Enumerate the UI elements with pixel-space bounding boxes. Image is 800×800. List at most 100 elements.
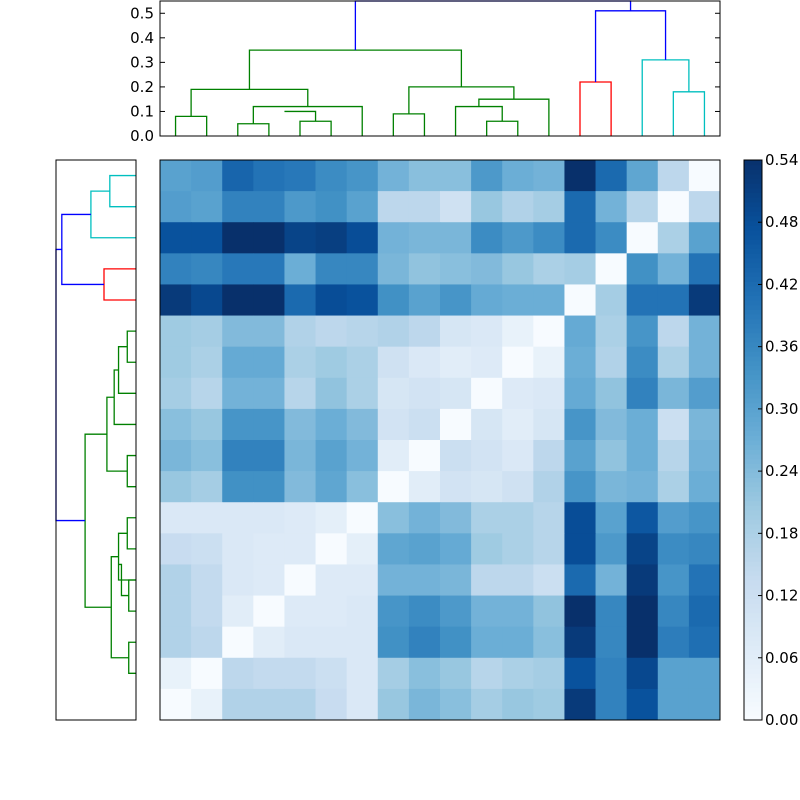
left-dendrogram-link xyxy=(109,174,136,208)
heatmap-cell xyxy=(626,626,659,659)
left-dendrogram-link xyxy=(126,454,136,488)
heatmap-cell xyxy=(191,160,223,192)
heatmap-cell xyxy=(408,688,441,721)
heatmap-cell xyxy=(346,160,379,192)
colorbar-segment xyxy=(744,636,762,642)
heatmap-cell xyxy=(440,160,472,192)
top-dendrogram: 0.0 0.1 0.2 0.3 0.4 0.5 xyxy=(130,0,721,145)
heatmap-cell xyxy=(533,408,565,441)
heatmap-cell xyxy=(626,471,659,503)
heatmap-cell xyxy=(284,595,316,628)
heatmap-cell xyxy=(346,471,379,503)
colorbar-segment xyxy=(744,584,762,590)
heatmap-cell xyxy=(626,533,659,565)
colorbar-segment xyxy=(744,178,762,184)
colorbar-segment xyxy=(744,323,762,329)
heatmap-cell xyxy=(191,253,223,285)
heatmap-cell xyxy=(408,284,441,316)
colorbar-tick-label: 0.18 xyxy=(765,524,798,542)
colorbar-segment xyxy=(744,295,762,301)
heatmap-cell xyxy=(688,346,721,379)
heatmap-cell xyxy=(160,408,192,441)
heatmap-cell xyxy=(222,533,254,565)
colorbar-segment xyxy=(744,188,762,194)
heatmap-cell xyxy=(160,346,192,379)
heatmap-cell xyxy=(471,315,503,348)
colorbar-segment xyxy=(744,300,762,306)
heatmap-cell xyxy=(160,564,192,596)
heatmap-cell xyxy=(315,222,348,254)
heatmap-cell xyxy=(253,160,285,192)
heatmap-cell xyxy=(253,408,285,441)
top-dendrogram-link xyxy=(299,120,332,136)
heatmap-cell xyxy=(595,440,628,472)
heatmap-cell xyxy=(533,595,565,628)
colorbar-segment xyxy=(744,160,762,166)
colorbar-segment xyxy=(744,192,762,198)
heatmap-cell xyxy=(502,377,534,410)
colorbar-tick-label: 0.24 xyxy=(765,462,798,480)
heatmap-cell xyxy=(160,657,192,690)
heatmap-cell xyxy=(408,502,441,534)
heatmap-grid xyxy=(159,159,721,721)
heatmap-cell xyxy=(408,253,441,285)
heatmap-cell xyxy=(346,253,379,285)
colorbar-tick-label: 0.30 xyxy=(765,400,798,418)
top-dendrogram-tick-label: 0.5 xyxy=(130,4,154,22)
heatmap-cell xyxy=(253,688,285,721)
heatmap-cell xyxy=(533,315,565,348)
colorbar-frame xyxy=(743,159,763,721)
heatmap-cell xyxy=(222,502,254,534)
colorbar-segment xyxy=(744,351,762,357)
heatmap-cell xyxy=(626,222,659,254)
colorbar-segment xyxy=(744,174,762,180)
heatmap-cell xyxy=(688,284,721,316)
top-dendrogram-link xyxy=(174,115,208,136)
heatmap-cell xyxy=(315,377,348,410)
heatmap-cell xyxy=(471,408,503,441)
colorbar-segment xyxy=(744,290,762,296)
top-dendrogram-link xyxy=(641,59,690,136)
colorbar-segment xyxy=(744,687,762,693)
colorbar-segment xyxy=(744,538,762,544)
colorbar-segment xyxy=(744,454,762,460)
heatmap-cell xyxy=(595,688,628,721)
left-dendrogram-link xyxy=(113,369,136,426)
heatmap-cell xyxy=(160,377,192,410)
top-dendrogram-link xyxy=(354,0,632,51)
heatmap-cell xyxy=(595,533,628,565)
heatmap-cell xyxy=(471,471,503,503)
heatmap-cell xyxy=(440,502,472,534)
heatmap-cell xyxy=(502,626,534,659)
top-dendrogram-link xyxy=(486,120,519,136)
heatmap-cell xyxy=(564,284,596,316)
heatmap-cell xyxy=(408,346,441,379)
heatmap-cell xyxy=(626,564,659,596)
heatmap-cell xyxy=(408,564,441,596)
left-dendrogram-link xyxy=(126,517,136,550)
heatmap-cell xyxy=(160,595,192,628)
colorbar-segment xyxy=(744,421,762,427)
heatmap-cell xyxy=(657,222,690,254)
colorbar-segment xyxy=(744,197,762,203)
left-dendrogram-link xyxy=(126,330,136,363)
heatmap-cell xyxy=(471,346,503,379)
top-dendrogram-tick-label: 0.1 xyxy=(130,102,154,120)
heatmap-cell xyxy=(377,595,410,628)
heatmap-cell xyxy=(502,284,534,316)
heatmap-cell xyxy=(222,160,254,192)
heatmap-cell xyxy=(191,533,223,565)
colorbar-segment xyxy=(744,342,762,348)
heatmap-cell xyxy=(595,191,628,223)
colorbar-segment xyxy=(744,463,762,469)
heatmap-cell xyxy=(657,191,690,223)
heatmap-cell xyxy=(346,502,379,534)
heatmap-cell xyxy=(315,502,348,534)
heatmap-cell xyxy=(253,657,285,690)
heatmap-cell xyxy=(502,471,534,503)
heatmap-cell xyxy=(160,440,192,472)
top-dendrogram-link xyxy=(478,98,550,136)
heatmap-cell xyxy=(346,440,379,472)
heatmap-cell xyxy=(440,222,472,254)
colorbar-segment xyxy=(744,556,762,562)
